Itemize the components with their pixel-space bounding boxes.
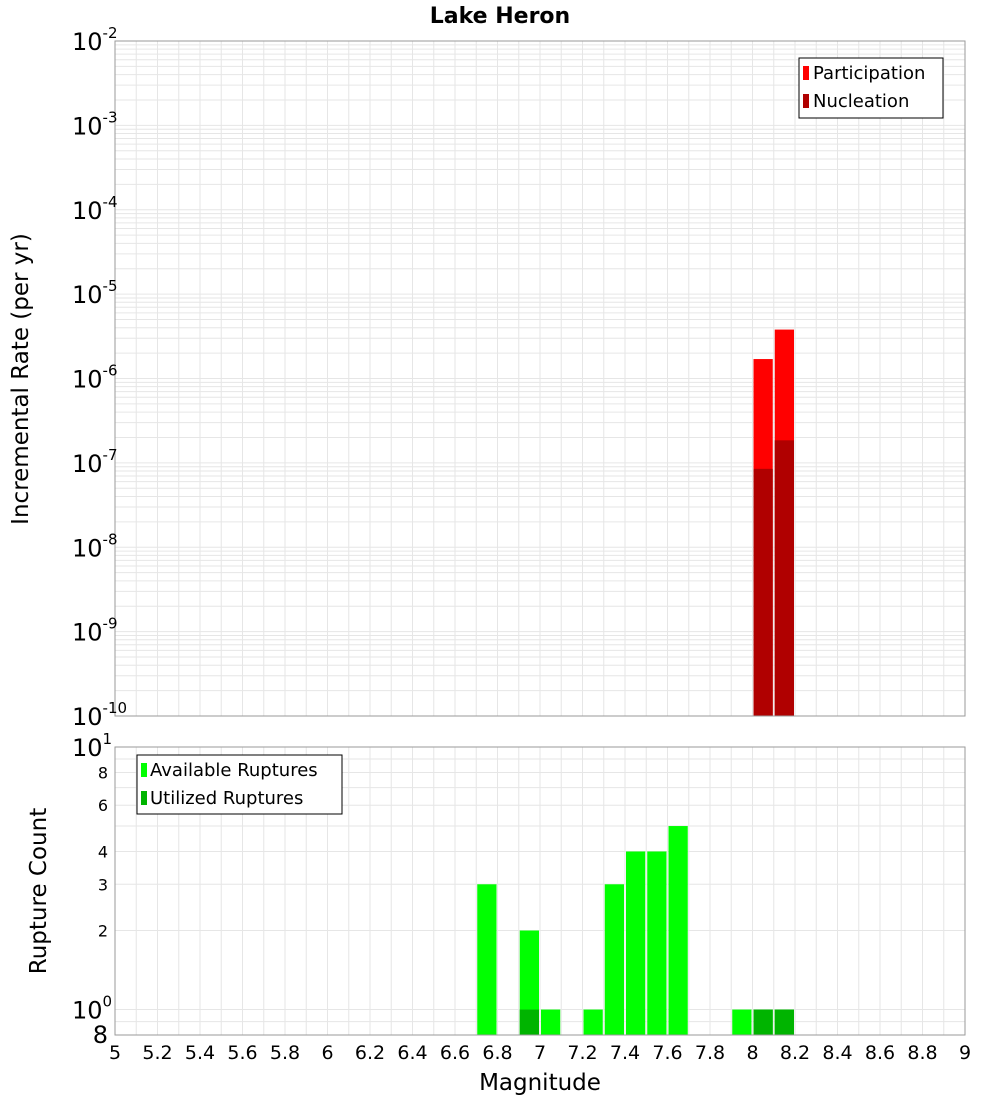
bar bbox=[626, 851, 646, 1035]
tick-label: 6 bbox=[98, 796, 108, 815]
tick-label: 7 bbox=[534, 1042, 546, 1064]
tick-label: 10-8 bbox=[72, 530, 118, 562]
tick-label: 5.2 bbox=[142, 1042, 172, 1064]
bottom-bars bbox=[477, 826, 794, 1035]
legend-swatch-available-ruptures bbox=[141, 763, 147, 777]
bar bbox=[604, 884, 624, 1035]
tick-label: 100 bbox=[72, 993, 112, 1025]
tick-label: 10-6 bbox=[72, 362, 118, 394]
tick-label: 7.2 bbox=[567, 1042, 597, 1064]
tick-label: 10-7 bbox=[72, 446, 118, 478]
tick-label: 8.6 bbox=[865, 1042, 895, 1064]
tick-label: 10-3 bbox=[72, 108, 118, 140]
bottom-plot-frame bbox=[114, 746, 966, 1036]
bar bbox=[668, 826, 688, 1035]
top-grid bbox=[114, 41, 966, 717]
tick-label: 3 bbox=[98, 875, 108, 894]
tick-label: 6.8 bbox=[482, 1042, 512, 1064]
tick-label: 8 bbox=[93, 1021, 108, 1049]
bar bbox=[753, 1009, 773, 1035]
tick-label: 9 bbox=[959, 1042, 971, 1064]
top-plot-frame bbox=[114, 40, 966, 717]
tick-label: 8.8 bbox=[907, 1042, 937, 1064]
tick-label: 10-5 bbox=[72, 277, 118, 309]
bar bbox=[583, 1009, 603, 1035]
legend-swatch-nucleation bbox=[803, 94, 809, 108]
legend-label-available-ruptures: Available Ruptures bbox=[150, 760, 318, 781]
tick-label: 8.4 bbox=[822, 1042, 852, 1064]
top-y-axis-label: Incremental Rate (per yr) bbox=[8, 233, 34, 525]
legend-swatch-participation bbox=[803, 66, 809, 80]
tick-label: 2 bbox=[98, 922, 108, 941]
bar bbox=[647, 851, 667, 1035]
legend-label-participation: Participation bbox=[813, 63, 925, 84]
tick-label: 8.2 bbox=[780, 1042, 810, 1064]
tick-label: 10-9 bbox=[72, 615, 118, 647]
tick-label: 7.8 bbox=[695, 1042, 725, 1064]
tick-label: 6.6 bbox=[440, 1042, 470, 1064]
tick-label: 4 bbox=[98, 842, 108, 861]
tick-label: 101 bbox=[72, 730, 112, 762]
top-y-tick-labels: 10-10 10-9 10-8 10-7 10-6 10-5 10-4 10-3 10-2 bbox=[72, 24, 127, 731]
legend-label-nucleation: Nucleation bbox=[813, 91, 909, 112]
tick-label: 10-10 bbox=[72, 699, 127, 731]
tick-label: 5.6 bbox=[227, 1042, 257, 1064]
tick-label: 8 bbox=[746, 1042, 758, 1064]
tick-label: 7.4 bbox=[610, 1042, 640, 1064]
bar bbox=[732, 1009, 752, 1035]
top-legend-box bbox=[798, 57, 944, 119]
chart-title: Lake Heron bbox=[430, 4, 570, 29]
tick-label: 10-2 bbox=[72, 24, 118, 56]
x-tick-labels: 5 5.2 5.4 5.6 5.8 6 6.2 6.4 6.6 6.8 7 7.2 7.4 7.6 7.8 8… bbox=[109, 1042, 971, 1064]
tick-label: 7.6 bbox=[652, 1042, 682, 1064]
tick-label: 10-4 bbox=[72, 193, 118, 225]
bar bbox=[477, 884, 497, 1035]
bar bbox=[519, 930, 539, 1035]
bar bbox=[774, 1009, 794, 1035]
x-axis-label: Magnitude bbox=[479, 1070, 601, 1096]
bottom-legend-box bbox=[136, 754, 343, 815]
legend-swatch-utilized-ruptures bbox=[141, 791, 147, 805]
bar bbox=[753, 468, 773, 716]
tick-label: 6.4 bbox=[397, 1042, 427, 1064]
bottom-y-axis-label: Rupture Count bbox=[26, 808, 52, 974]
tick-label: 5 bbox=[109, 1042, 121, 1064]
legend-label-utilized-ruptures: Utilized Ruptures bbox=[150, 788, 303, 809]
tick-label: 6 bbox=[321, 1042, 333, 1064]
top-legend: Participation Nucleation bbox=[798, 57, 944, 119]
bar bbox=[774, 440, 794, 716]
tick-label: 8 bbox=[98, 763, 108, 782]
bottom-legend: Available Ruptures Utilized Ruptures bbox=[136, 754, 343, 815]
tick-label: 5.4 bbox=[185, 1042, 215, 1064]
bar bbox=[541, 1009, 561, 1035]
bar bbox=[519, 1009, 539, 1035]
top-bars bbox=[753, 329, 794, 716]
tick-label: 6.2 bbox=[355, 1042, 385, 1064]
tick-label: 5.8 bbox=[270, 1042, 300, 1064]
